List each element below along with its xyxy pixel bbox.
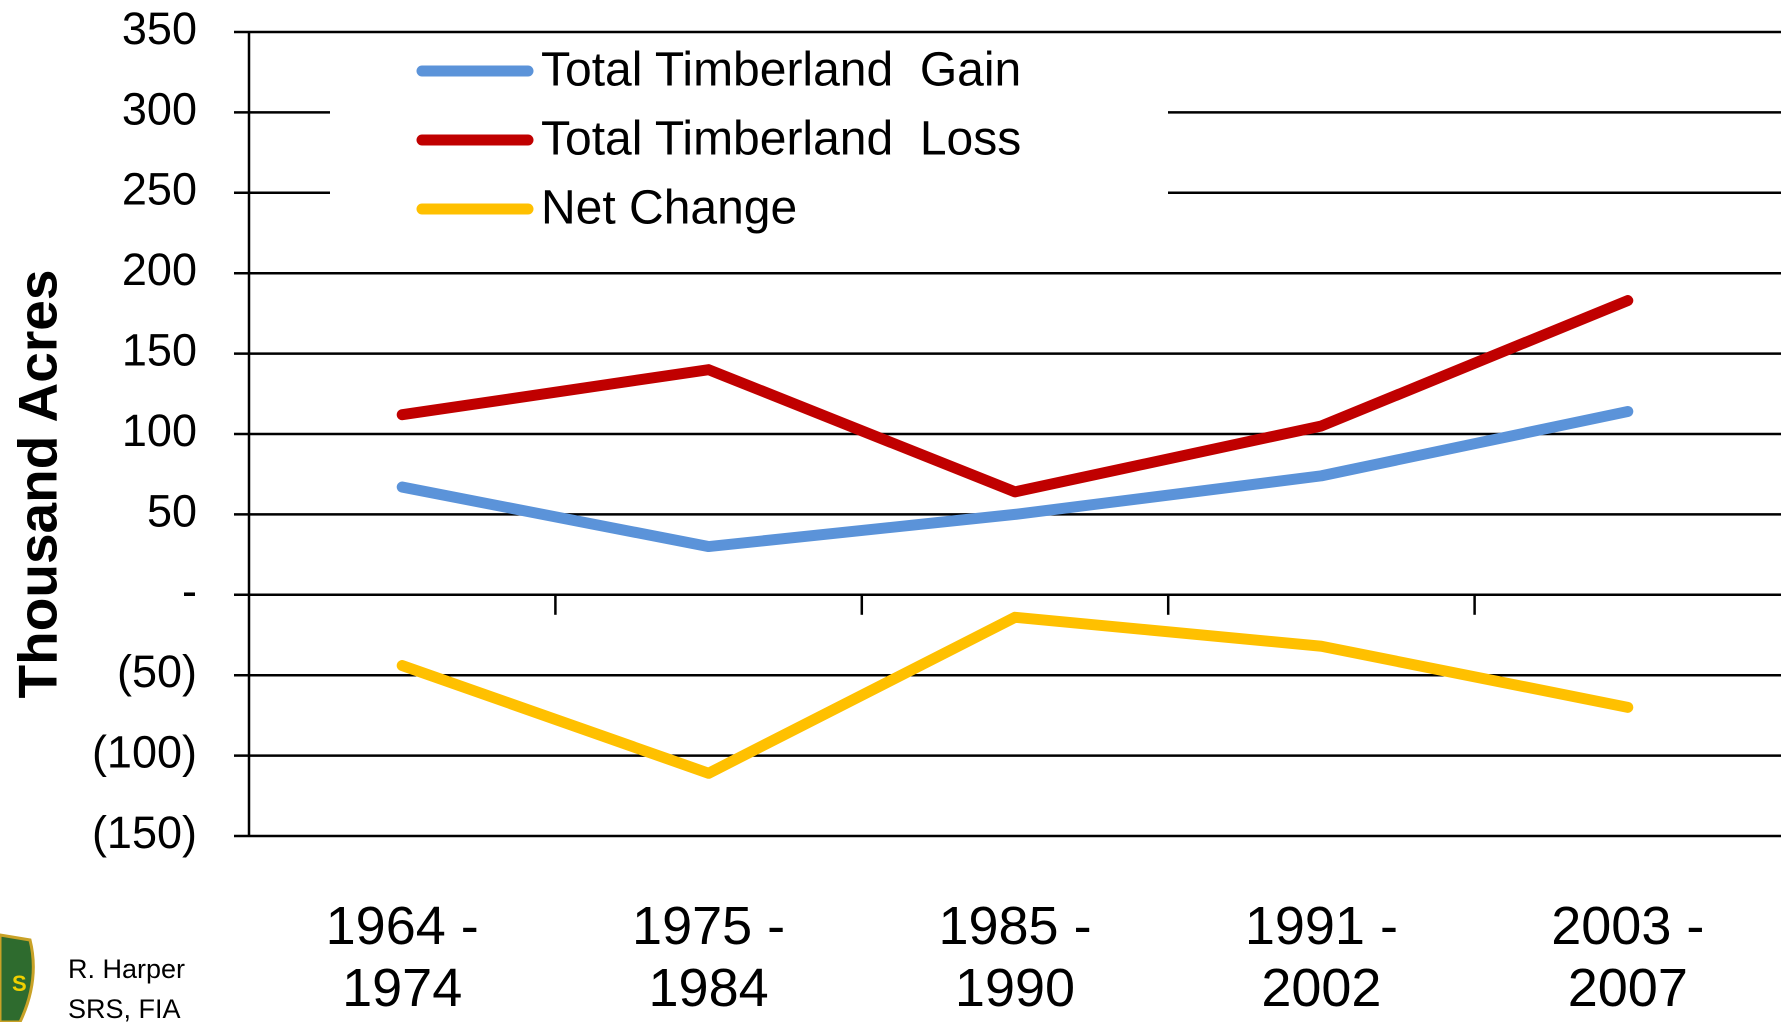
legend-label: Total Timberland Loss [541,113,1021,166]
y-tick-label: 100 [122,405,197,456]
legend-label: Net Change [541,182,797,235]
svg-text:S: S [12,971,27,996]
y-tick-label: 50 [147,485,197,536]
y-tick-label: (150) [92,807,197,858]
x-tick-label: 1985 - 1990 [938,896,1092,1018]
data-line [396,405,1634,553]
y-tick-label: - [182,566,197,617]
x-tick-label: 1975 - 1984 [632,896,786,1018]
y-tick-label: 150 [122,324,197,375]
legend: Total Timberland Gain Total Timberland Lo… [330,42,1168,235]
y-tick-label: 300 [122,83,197,134]
attribution: SRS, FIA [68,994,181,1024]
y-axis-title: Thousand Acres [7,270,69,699]
y-tick-label: 250 [122,164,197,215]
x-tick-label: 1964 - 1974 [325,896,479,1018]
y-tick-label: (50) [117,646,197,697]
x-tick-label: 1991 - 2002 [1244,896,1398,1018]
legend-label: Total Timberland Gain [541,44,1021,97]
y-tick-label: 200 [122,244,197,295]
attribution: R. Harper [68,954,186,984]
y-tick-label: 350 [122,3,197,54]
data-line [396,295,1634,498]
data-line [396,611,1634,779]
x-tick-label: 2003 - 2007 [1551,896,1705,1018]
logo: S [0,933,35,1022]
y-tick-label: (100) [92,726,197,777]
